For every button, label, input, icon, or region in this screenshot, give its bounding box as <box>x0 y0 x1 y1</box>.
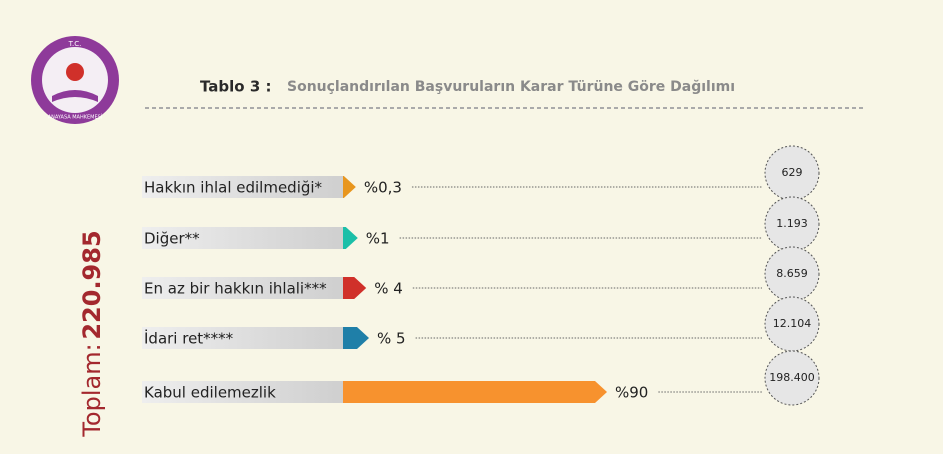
total: 220.985 <box>78 230 106 339</box>
value-label: %90 <box>615 384 648 402</box>
logo: T.C. ANAYASA MAHKEMESİ <box>31 36 119 124</box>
bar <box>343 227 358 249</box>
count-label: 629 <box>782 166 803 179</box>
category-box <box>142 327 343 349</box>
logo-top: T.C. <box>68 40 82 48</box>
total-prefix: Toplam: <box>78 343 106 437</box>
title-prefix: Tablo 3 : <box>200 78 271 96</box>
count-circle <box>764 196 820 252</box>
category-label: Hakkın ihlal edilmediği* <box>144 179 323 197</box>
count-circle <box>764 145 820 201</box>
count-label: 8.659 <box>776 267 808 280</box>
count-circle <box>764 350 820 406</box>
value-label: %1 <box>366 230 390 248</box>
category-label: Kabul edilemezlik <box>144 384 276 402</box>
count-circle <box>764 246 820 302</box>
total-group: Toplam: 220.985 <box>78 230 106 437</box>
logo-bottom: ANAYASA MAHKEMESİ <box>48 114 103 121</box>
category-label: Diğer** <box>144 230 200 248</box>
category-box <box>142 176 343 198</box>
bar <box>343 327 369 349</box>
count-circle <box>764 296 820 352</box>
chart-title: Sonuçlandırılan Başvuruların Karar Türün… <box>287 79 735 95</box>
category-box <box>142 277 343 299</box>
value-label: % 5 <box>377 330 406 348</box>
count-label: 12.104 <box>773 317 812 330</box>
logo-emblem <box>66 63 84 81</box>
count-label: 198.400 <box>769 371 815 384</box>
count-label: 1.193 <box>776 217 808 230</box>
bar <box>343 176 356 198</box>
logo-book <box>52 90 98 102</box>
category-box <box>142 381 343 403</box>
bar <box>343 277 367 299</box>
value-label: %0,3 <box>364 179 402 197</box>
value-label: % 4 <box>374 280 403 298</box>
category-label: İdari ret**** <box>144 329 234 348</box>
category-box <box>142 227 343 249</box>
bar <box>343 381 607 403</box>
category-label: En az bir hakkın ihlali*** <box>144 280 327 298</box>
